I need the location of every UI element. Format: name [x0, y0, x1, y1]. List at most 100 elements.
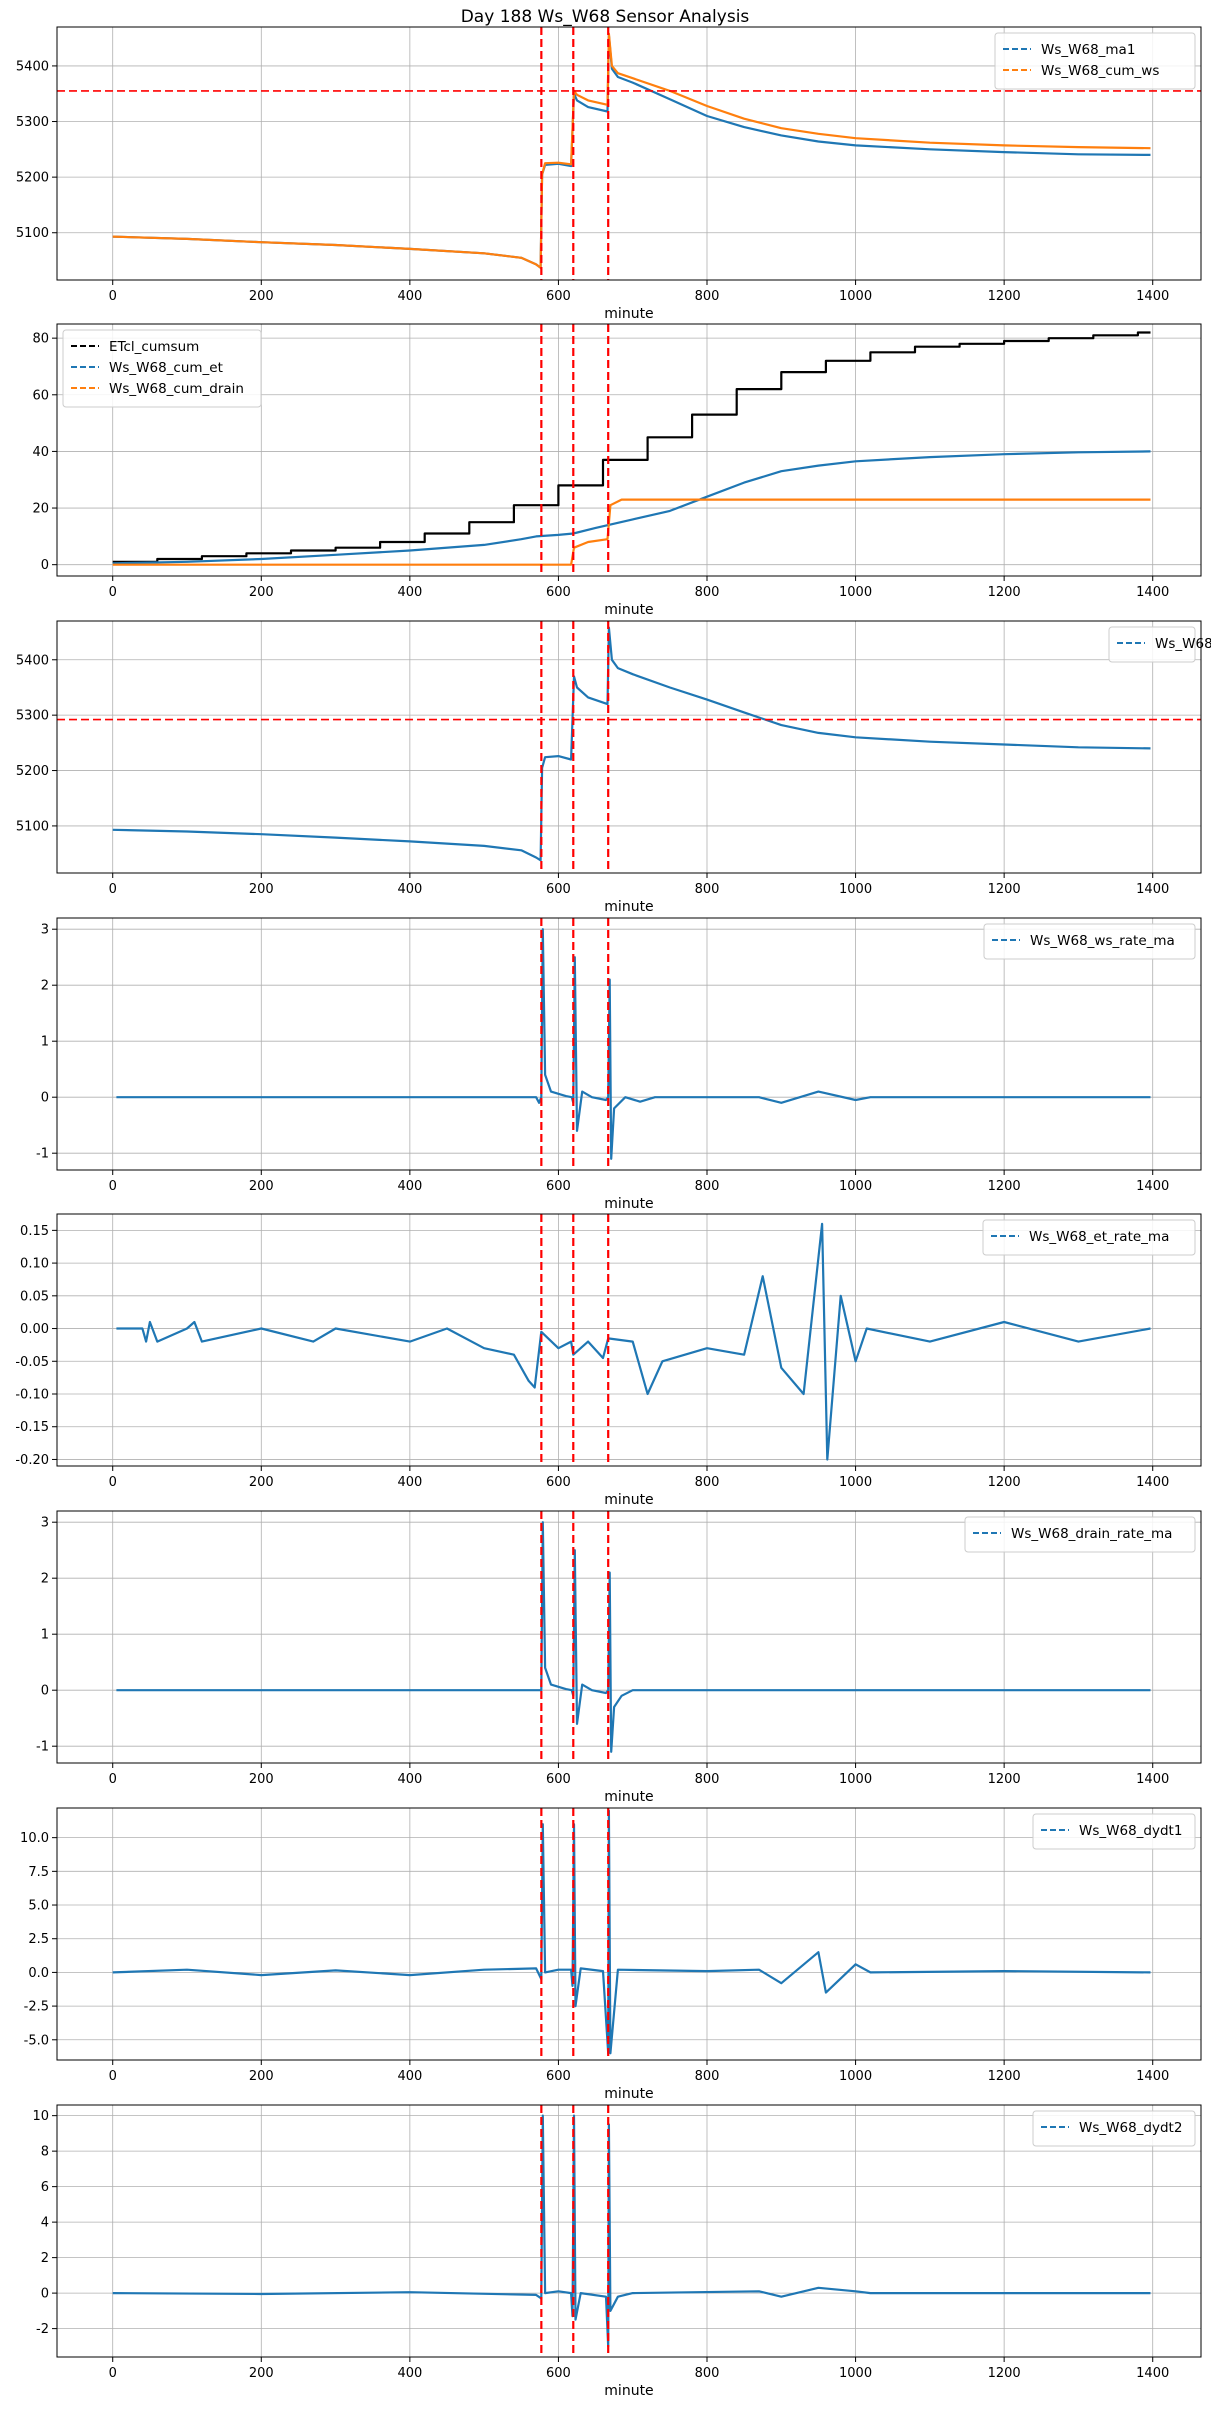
y-tick-label: -0.20: [15, 1453, 49, 1468]
legend-box: [994, 32, 1196, 90]
x-tick-label: 200: [249, 1179, 274, 1194]
x-tick-label: 600: [546, 1179, 571, 1194]
x-tick-label: 1400: [1136, 2366, 1169, 2381]
x-tick-label: 400: [397, 2069, 422, 2084]
x-tick-label: 1000: [839, 585, 872, 600]
x-axis-label: minute: [604, 2383, 653, 2399]
y-tick-label: 5400: [16, 59, 49, 74]
series-line-Ws_W68_cum_et: [112, 450, 1151, 565]
plot-area: [112, 324, 1151, 576]
y-tick-label: 0.00: [20, 1322, 49, 1337]
x-tick-label: 200: [249, 2366, 274, 2381]
x-tick-label: 1000: [839, 2366, 872, 2381]
y-tick-label: 8: [41, 2145, 49, 2160]
y-tick-label: 2: [41, 2251, 49, 2266]
legend-box: [983, 923, 1196, 960]
y-tick-label: 20: [32, 502, 49, 517]
legend-label: ETcl_cumsum: [109, 339, 199, 355]
series-line-Ws_W68_cum_drain: [112, 498, 1151, 566]
x-tick-label: 0: [109, 1772, 117, 1787]
y-tick-label: -0.15: [15, 1420, 49, 1435]
series-line-Ws_W68: [112, 626, 1151, 862]
y-tick-label: 0: [41, 1091, 49, 1106]
legend-box: [1032, 1813, 1196, 1850]
plot-area: [116, 1214, 1151, 1466]
legend: ETcl_cumsum Ws_W68_cum_et Ws_W68_cum_drain: [62, 329, 262, 408]
legend: Ws_W68_et_rate_ma: [982, 1219, 1196, 1256]
legend-label: Ws_W68_dydt2: [1079, 2120, 1182, 2136]
axes-frame: [56, 323, 1202, 577]
legend-box: [62, 329, 262, 408]
y-tick-label: 0: [41, 1684, 49, 1699]
series-line-Ws_W68_dydt2: [112, 2114, 1151, 2348]
y-tick-label: 5100: [16, 819, 49, 834]
x-tick-label: 1000: [839, 289, 872, 304]
x-tick-label: 1400: [1136, 1179, 1169, 1194]
x-tick-label: 1200: [988, 1179, 1021, 1194]
y-tick-label: 0: [41, 558, 49, 573]
x-tick-label: 1400: [1136, 289, 1169, 304]
x-tick-label: 1200: [988, 1772, 1021, 1787]
x-tick-label: 800: [695, 882, 720, 897]
legend-label: Ws_W68_cum_ws: [1041, 63, 1159, 79]
axes-frame: [56, 1510, 1202, 1764]
x-tick-label: 200: [249, 2069, 274, 2084]
x-tick-label: 1000: [839, 1179, 872, 1194]
legend-label: Ws_W68_et_rate_ma: [1029, 1229, 1169, 1245]
x-tick-label: 0: [109, 585, 117, 600]
axes-frame: [56, 917, 1202, 1171]
legend: Ws_W68_dydt2: [1032, 2110, 1196, 2147]
x-tick-label: 800: [695, 585, 720, 600]
x-tick-label: 400: [397, 1475, 422, 1490]
x-tick-label: 600: [546, 1772, 571, 1787]
subplot-2: 0 200 400 600 800 1000 1200 1400 0 20 40 60 80 minute…: [32, 323, 1202, 618]
series-line-Ws_W68_et_rate_ma: [116, 1222, 1151, 1461]
x-tick-label: 1200: [988, 2366, 1021, 2381]
legend-label: Ws_W68_cum_et: [109, 360, 223, 376]
x-axis-label: minute: [604, 1492, 653, 1508]
x-axis-label: minute: [604, 602, 653, 618]
x-tick-label: 400: [397, 1772, 422, 1787]
x-tick-label: 1200: [988, 585, 1021, 600]
x-tick-label: 1200: [988, 289, 1021, 304]
x-tick-label: 1000: [839, 882, 872, 897]
x-tick-label: 1200: [988, 1475, 1021, 1490]
legend-label: Ws_W68_dydt1: [1079, 1823, 1182, 1839]
subplot-1: 0 200 400 600 800 1000 1200 1400 5100 5200 5300 540…: [16, 26, 1202, 322]
subplot-4: 0 200 400 600 800 1000 1200 1400 -1 0 1 2 3 minute Ws_…: [36, 917, 1202, 1212]
x-tick-label: 0: [109, 2069, 117, 2084]
y-tick-label: -2.5: [24, 2000, 49, 2015]
y-tick-label: -1: [36, 1147, 49, 1162]
legend: Ws_W68_dydt1: [1032, 1813, 1196, 1850]
y-tick-label: 2: [41, 979, 49, 994]
x-tick-label: 1400: [1136, 2069, 1169, 2084]
x-tick-label: 0: [109, 289, 117, 304]
y-tick-label: -0.05: [15, 1355, 49, 1370]
x-tick-label: 1000: [839, 2069, 872, 2084]
x-tick-label: 600: [546, 882, 571, 897]
subplot-7: 0 200 400 600 800 1000 1200 1400 -5.0 -2.5 0.0 2.5 5…: [20, 1807, 1202, 2102]
x-tick-label: 600: [546, 2366, 571, 2381]
plot-area: [116, 918, 1151, 1170]
x-tick-label: 400: [397, 585, 422, 600]
subplot-3: 0 200 400 600 800 1000 1200 1400 5100 5200 5300 540…: [16, 620, 1211, 915]
y-tick-label: 3: [41, 1516, 49, 1531]
y-tick-label: 0.0: [28, 1966, 49, 1981]
y-tick-label: -2: [36, 2322, 49, 2337]
y-tick-label: -5.0: [24, 2033, 49, 2048]
x-axis-label: minute: [604, 1789, 653, 1805]
y-tick-label: 5200: [16, 764, 49, 779]
x-tick-label: 200: [249, 289, 274, 304]
x-axis-label: minute: [604, 306, 653, 322]
y-tick-label: 2: [41, 1572, 49, 1587]
x-tick-label: 1400: [1136, 1772, 1169, 1787]
axes-frame: [56, 1213, 1202, 1467]
y-tick-label: 1: [41, 1035, 49, 1050]
series-line-Ws_W68_dydt1: [112, 1809, 1151, 2055]
legend: Ws_W68_ma1 Ws_W68_cum_ws: [994, 32, 1196, 90]
y-tick-label: 0: [41, 2287, 49, 2302]
legend-box: [1108, 626, 1196, 663]
x-tick-label: 600: [546, 1475, 571, 1490]
y-tick-label: 0.15: [20, 1224, 49, 1239]
